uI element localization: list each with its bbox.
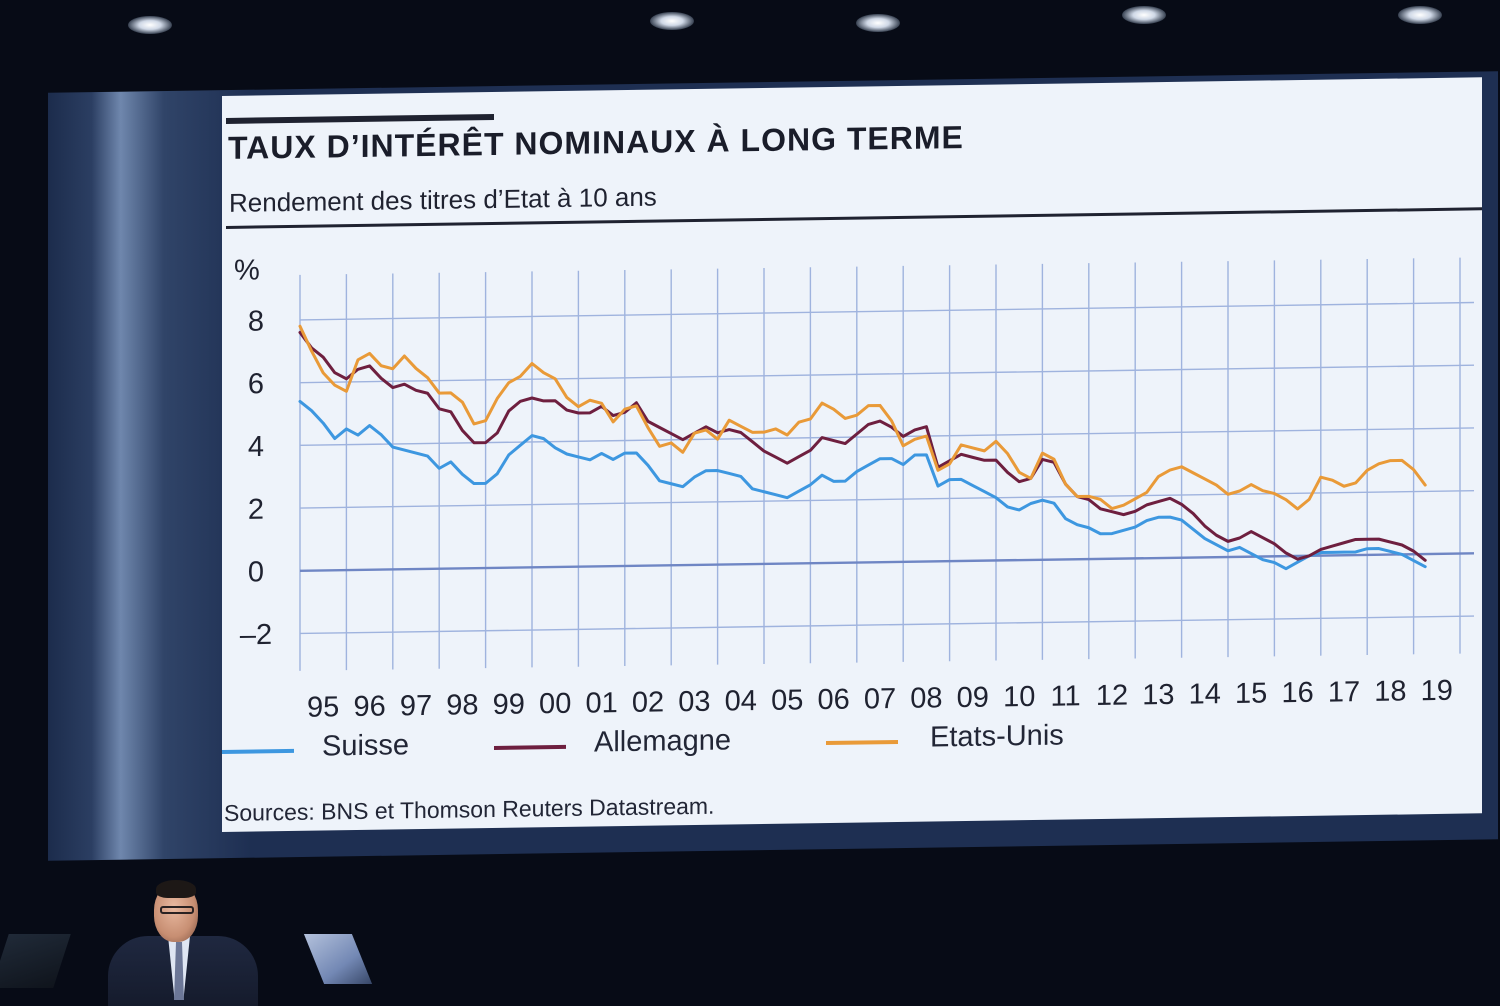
series-lines	[298, 324, 1427, 571]
speaker	[108, 878, 258, 1006]
y-axis-ticks: –2 0 2 4 6 8	[240, 305, 272, 651]
zero-line	[300, 552, 1474, 572]
y-tick-label: 2	[248, 494, 264, 526]
x-tick-label: 15	[1235, 677, 1267, 709]
x-tick-label: 97	[400, 690, 432, 722]
grid-line-horizontal	[300, 489, 1474, 509]
legend-label-etats-unis: Etats-Unis	[930, 719, 1064, 754]
y-tick-label: –2	[240, 619, 272, 651]
x-tick-label: 00	[539, 688, 571, 720]
series-line-suisse	[298, 399, 1427, 571]
ceiling-light-icon	[128, 16, 172, 34]
y-tick-label: 0	[248, 556, 264, 588]
ceiling-light-icon	[1122, 6, 1166, 24]
chart-source-note: Sources: BNS et Thomson Reuters Datastre…	[224, 792, 715, 826]
series-line-etats-unis	[298, 324, 1427, 511]
x-axis-ticks: 95 96 97 98 99 00 01 02 03 04 05 06 07 08 09 10 11 12 13 14…	[307, 675, 1453, 724]
ceiling-light-icon	[650, 12, 694, 30]
grid-line-horizontal	[300, 615, 1474, 635]
speaker-glasses	[160, 906, 194, 914]
legend-swatch-suisse	[222, 748, 294, 754]
x-tick-label: 16	[1281, 677, 1313, 709]
x-tick-label: 08	[910, 682, 942, 714]
legend-label-suisse: Suisse	[322, 729, 410, 763]
teleprompter-left	[0, 934, 71, 988]
teleprompter-right	[303, 934, 373, 984]
speaker-hair	[156, 880, 196, 898]
y-tick-label: 4	[248, 431, 264, 463]
ceiling-light-icon	[856, 14, 900, 32]
x-tick-label: 02	[632, 686, 664, 718]
x-tick-label: 03	[678, 686, 710, 718]
x-tick-label: 01	[585, 687, 617, 719]
x-tick-label: 14	[1189, 678, 1221, 710]
grid-horizontal	[300, 301, 1474, 635]
legend-label-allemagne: Allemagne	[594, 724, 732, 759]
legend-swatch-etats-unis	[826, 739, 898, 746]
y-tick-label: 8	[248, 305, 264, 337]
x-tick-label: 18	[1374, 675, 1406, 707]
x-tick-label: 96	[353, 691, 385, 723]
x-tick-label: 09	[957, 682, 989, 714]
x-tick-label: 04	[725, 685, 757, 717]
x-tick-label: 05	[771, 684, 803, 716]
x-tick-label: 13	[1142, 679, 1174, 711]
ceiling-light-icon	[1398, 6, 1442, 24]
series-line-allemagne	[298, 330, 1427, 562]
grid-line-horizontal	[300, 427, 1474, 447]
x-tick-label: 10	[1003, 681, 1035, 713]
grid-vertical	[299, 257, 1461, 671]
x-tick-label: 17	[1328, 676, 1360, 708]
grid-line-horizontal	[300, 364, 1474, 384]
y-tick-label: 6	[248, 368, 264, 400]
x-tick-label: 99	[493, 689, 525, 721]
legend-swatch-allemagne	[494, 744, 566, 750]
x-tick-label: 95	[307, 691, 339, 723]
x-tick-label: 98	[446, 689, 478, 721]
x-tick-label: 11	[1051, 680, 1081, 712]
speaker-tie	[174, 942, 184, 1000]
y-axis-unit: %	[234, 254, 260, 286]
chart-slide: TAUX D’INTÉRÊT NOMINAUX À LONG TERME Ren…	[222, 77, 1482, 832]
x-tick-label: 07	[864, 683, 896, 715]
grid-line-horizontal	[300, 301, 1474, 321]
x-tick-label: 12	[1096, 680, 1128, 712]
x-tick-label: 19	[1421, 675, 1453, 707]
x-tick-label: 06	[817, 684, 849, 716]
